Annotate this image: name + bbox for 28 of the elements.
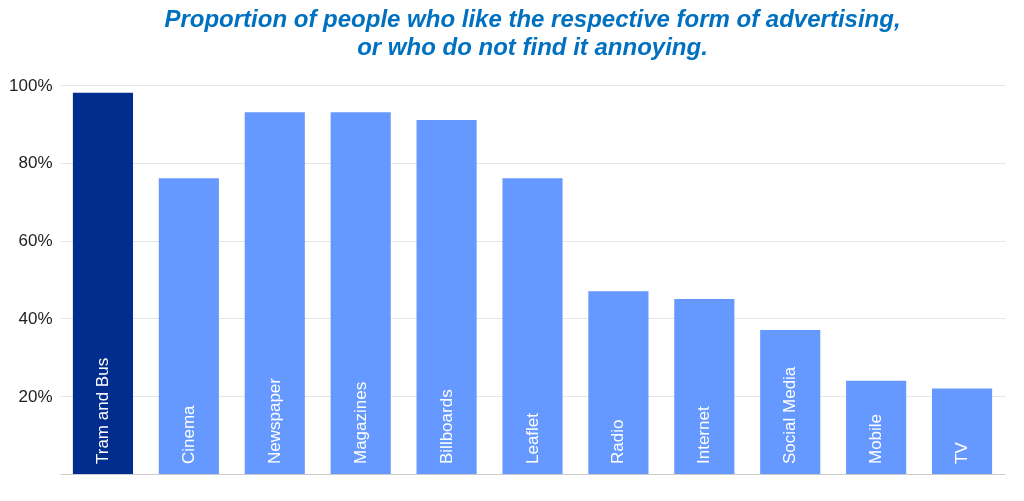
x-tick-label: Magazines	[350, 381, 370, 464]
y-tick-label: 40%	[18, 308, 53, 328]
bar	[416, 120, 477, 474]
bar	[158, 178, 219, 474]
x-tick-label: Internet	[694, 406, 714, 464]
bar	[931, 388, 993, 474]
bar	[330, 112, 391, 474]
bar	[72, 92, 134, 474]
bar	[588, 291, 649, 474]
x-tick-label: Billboards	[436, 389, 456, 464]
x-tick-label: Tram and Bus	[92, 357, 112, 464]
x-tick-label: Newspaper	[264, 377, 284, 464]
x-tick-label: Radio	[608, 419, 628, 464]
bar	[846, 380, 907, 474]
bar	[674, 298, 735, 474]
x-tick-label: Cinema	[178, 404, 198, 464]
y-tick-label: 20%	[18, 386, 53, 406]
bar	[502, 178, 563, 474]
bar	[244, 112, 305, 474]
x-tick-label: Mobile	[866, 413, 886, 464]
x-tick-label: Social Media	[780, 366, 800, 464]
chart-title: Proportion of people who like the respective form of advertising, or who do not find it annoying.	[164, 5, 901, 60]
x-tick-label: Leaflet	[522, 412, 542, 464]
y-tick-label: 80%	[18, 153, 53, 173]
y-tick-label: 100%	[9, 75, 53, 95]
bar	[760, 330, 821, 474]
y-tick-label: 60%	[18, 231, 53, 251]
x-tick-label: TV	[952, 441, 972, 464]
